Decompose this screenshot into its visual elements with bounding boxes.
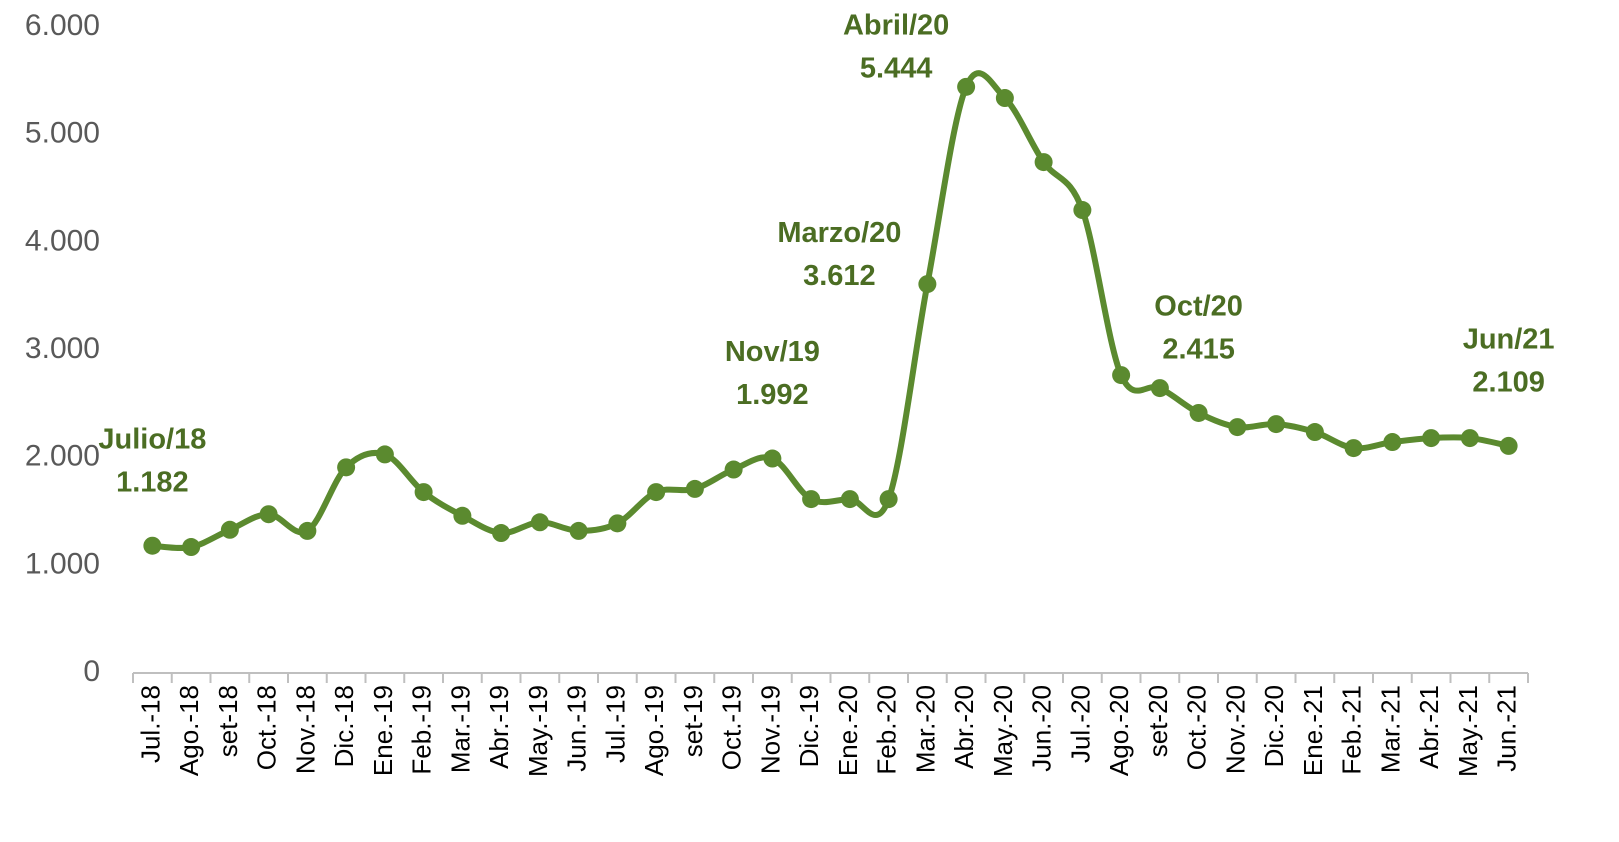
y-tick-label: 3.000: [25, 332, 100, 365]
x-tick-label: Oct.-18: [252, 685, 282, 770]
x-tick-label: Nov.-18: [290, 685, 320, 774]
x-tick-label: Jul.-20: [1065, 685, 1095, 763]
point: [298, 521, 317, 540]
point: [763, 449, 782, 468]
x-tick-label: Ene.-19: [368, 685, 398, 776]
point: [1150, 379, 1169, 398]
y-tick-label: 0: [83, 655, 100, 688]
x-tick-label: set-20: [1143, 685, 1173, 757]
data-label: 3.612: [803, 260, 876, 292]
x-tick-label: Ago.-18: [174, 685, 204, 776]
data-label: 1.182: [116, 466, 189, 498]
point: [1267, 415, 1286, 434]
y-tick-label: 5.000: [25, 117, 100, 150]
point: [492, 524, 511, 543]
point: [685, 479, 704, 498]
point: [1499, 436, 1518, 455]
x-tick-label: Ago.-19: [639, 685, 669, 776]
annotation-label: Marzo/20: [777, 217, 901, 249]
annotation-label: Julio/18: [98, 423, 206, 455]
point: [530, 513, 549, 532]
data-label: 2.415: [1162, 334, 1235, 366]
point: [1344, 439, 1363, 458]
point: [337, 458, 356, 477]
point: [143, 536, 162, 555]
point: [1112, 366, 1131, 385]
data-label: 2.109: [1472, 367, 1545, 399]
annotation-label: Oct/20: [1154, 291, 1243, 323]
x-tick-label: Jun.-19: [562, 685, 592, 772]
x-tick-label: Jul.-19: [600, 685, 630, 763]
x-tick-label: Oct.-20: [1182, 685, 1212, 770]
x-tick-label: Abr.-19: [484, 685, 514, 769]
point: [840, 490, 859, 509]
y-tick-label: 6.000: [25, 9, 100, 42]
x-tick-label: Dic.-20: [1259, 685, 1289, 767]
point: [414, 483, 433, 502]
x-tick-label: Ene.-21: [1298, 685, 1328, 776]
x-tick-label: Jul.-18: [135, 685, 165, 763]
x-tick-label: Abr.-20: [949, 685, 979, 769]
x-tick-label: Nov.-19: [755, 685, 785, 774]
y-tick-label: 2.000: [25, 440, 100, 473]
point: [1073, 201, 1092, 220]
x-tick-label: Ago.-20: [1104, 685, 1134, 776]
point: [1383, 433, 1402, 452]
x-tick-label: Ene.-20: [833, 685, 863, 776]
line: [152, 70, 1510, 551]
x-tick-label: Feb.-19: [407, 685, 437, 775]
x-tick-label: Mar.-19: [445, 685, 475, 773]
point: [647, 483, 666, 502]
point: [453, 506, 472, 525]
point: [259, 505, 278, 524]
point: [879, 490, 898, 509]
x-tick-label: Mar.-21: [1375, 685, 1405, 773]
data-label: 1.992: [736, 379, 809, 411]
x-tick-label: May.-19: [523, 685, 553, 777]
x-tick-label: Nov.-20: [1220, 685, 1250, 774]
x-tick-label: Feb.-20: [872, 685, 902, 775]
x-tick-label: Oct.-19: [717, 685, 747, 770]
point: [1460, 429, 1479, 448]
x-tick-label: Dic.-18: [329, 685, 359, 767]
point: [957, 77, 976, 96]
point: [220, 520, 239, 539]
data-label: 5.444: [860, 53, 933, 85]
point: [724, 460, 743, 479]
point: [182, 538, 201, 557]
x-tick-label: Jun.-20: [1027, 685, 1057, 772]
point: [1228, 418, 1247, 437]
x-tick-label: Mar.-20: [910, 685, 940, 773]
point: [375, 445, 394, 464]
annotation-label: Jun/21: [1463, 324, 1555, 356]
x-tick-label: set-18: [213, 685, 243, 757]
point: [995, 89, 1014, 108]
y-tick-label: 4.000: [25, 224, 100, 257]
point: [569, 521, 588, 540]
annotation-label: Nov/19: [725, 336, 820, 368]
x-tick-label: Dic.-19: [794, 685, 824, 767]
point: [802, 490, 821, 509]
x-tick-label: Feb.-21: [1337, 685, 1367, 775]
point: [1422, 429, 1441, 448]
point: [1189, 403, 1208, 422]
point: [1305, 423, 1324, 442]
point: [918, 275, 937, 294]
annotation-label: Abril/20: [843, 10, 949, 42]
point: [1034, 153, 1053, 172]
x-tick-label: May.-20: [988, 685, 1018, 777]
x-tick-label: Abr.-21: [1414, 685, 1444, 769]
x-tick-label: set-19: [678, 685, 708, 757]
x-tick-label: May.-21: [1453, 685, 1483, 777]
point: [608, 514, 627, 533]
y-tick-label: 1.000: [25, 547, 100, 580]
x-tick-label: Jun.-21: [1492, 685, 1522, 772]
